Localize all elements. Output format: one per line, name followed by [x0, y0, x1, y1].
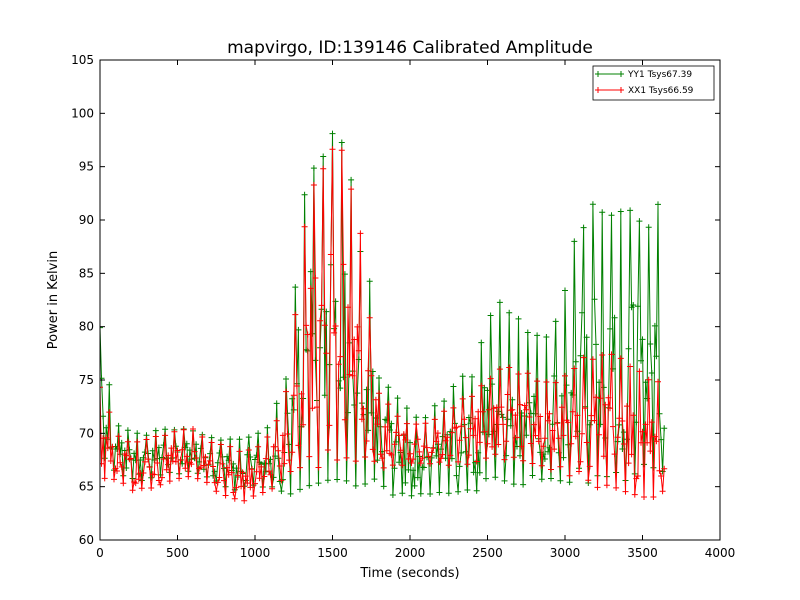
plot-area [100, 130, 668, 504]
series-markers [100, 146, 668, 504]
x-axis-title: Time (seconds) [359, 566, 459, 581]
y-tick-label: 105 [71, 53, 94, 67]
series-xx1 [100, 146, 668, 504]
axis-ticks: 0 500 1000 1500 2000 2500 3000 3500 4000 60 65 70 75… [71, 53, 735, 560]
x-tick-label: 1500 [317, 546, 348, 560]
y-tick-label: 95 [79, 160, 94, 174]
x-tick-label: 500 [166, 546, 189, 560]
y-tick-label: 100 [71, 106, 94, 120]
y-tick-label: 75 [79, 373, 94, 387]
y-tick-label: 85 [79, 266, 94, 280]
x-tick-label: 3000 [550, 546, 581, 560]
legend: YY1 Tsys67.39 XX1 Tsys66.59 [592, 65, 715, 101]
legend-label-yy1: YY1 Tsys67.39 [627, 70, 692, 80]
legend-marker-xx1 [595, 87, 624, 93]
y-tick-label: 60 [79, 533, 94, 547]
x-tick-label: 4000 [705, 546, 736, 560]
x-tick-label: 3500 [627, 546, 658, 560]
legend-box [592, 65, 715, 101]
chart-title: mapvirgo, ID:139146 Calibrated Amplitude [227, 38, 593, 58]
legend-item-yy1: YY1 Tsys67.39 [595, 70, 692, 80]
y-tick-label: 65 [79, 480, 94, 494]
y-axis-title: Power in Kelvin [46, 251, 61, 349]
x-tick-label: 0 [96, 546, 104, 560]
x-tick-label: 1000 [240, 546, 271, 560]
y-tick-label: 80 [79, 320, 94, 334]
legend-label-xx1: XX1 Tsys66.59 [628, 86, 694, 96]
legend-marker-yy1 [595, 71, 624, 77]
x-tick-label: 2500 [472, 546, 503, 560]
y-tick-label: 90 [79, 213, 94, 227]
legend-item-xx1: XX1 Tsys66.59 [595, 86, 694, 96]
x-tick-label: 2000 [395, 546, 426, 560]
y-tick-label: 70 [79, 426, 94, 440]
